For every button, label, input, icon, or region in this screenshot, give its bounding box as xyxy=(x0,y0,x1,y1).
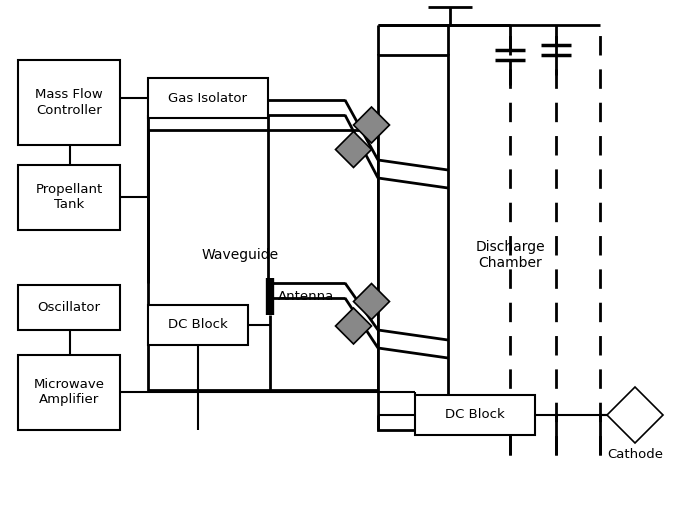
Text: Antenna: Antenna xyxy=(278,290,335,303)
Text: DC Block: DC Block xyxy=(168,319,228,331)
Text: Waveguide: Waveguide xyxy=(202,248,279,262)
Text: Gas Isolator: Gas Isolator xyxy=(169,92,248,105)
Polygon shape xyxy=(354,284,389,319)
Polygon shape xyxy=(354,107,389,143)
FancyBboxPatch shape xyxy=(148,305,248,345)
FancyBboxPatch shape xyxy=(415,395,535,435)
Text: Discharge
Chamber: Discharge Chamber xyxy=(475,240,545,270)
Text: Cathode: Cathode xyxy=(607,448,663,461)
Text: Propellant
Tank: Propellant Tank xyxy=(36,184,103,211)
FancyBboxPatch shape xyxy=(378,55,448,430)
Text: DC Block: DC Block xyxy=(445,409,505,421)
Text: Microwave
Amplifier: Microwave Amplifier xyxy=(34,379,104,407)
Polygon shape xyxy=(335,132,372,167)
FancyBboxPatch shape xyxy=(18,165,120,230)
FancyBboxPatch shape xyxy=(148,78,268,118)
FancyBboxPatch shape xyxy=(18,60,120,145)
Text: Oscillator: Oscillator xyxy=(38,301,101,314)
FancyBboxPatch shape xyxy=(18,285,120,330)
Text: Mass Flow
Controller: Mass Flow Controller xyxy=(35,88,103,116)
Polygon shape xyxy=(335,308,372,344)
FancyBboxPatch shape xyxy=(18,355,120,430)
Polygon shape xyxy=(607,387,663,443)
FancyBboxPatch shape xyxy=(148,130,378,390)
